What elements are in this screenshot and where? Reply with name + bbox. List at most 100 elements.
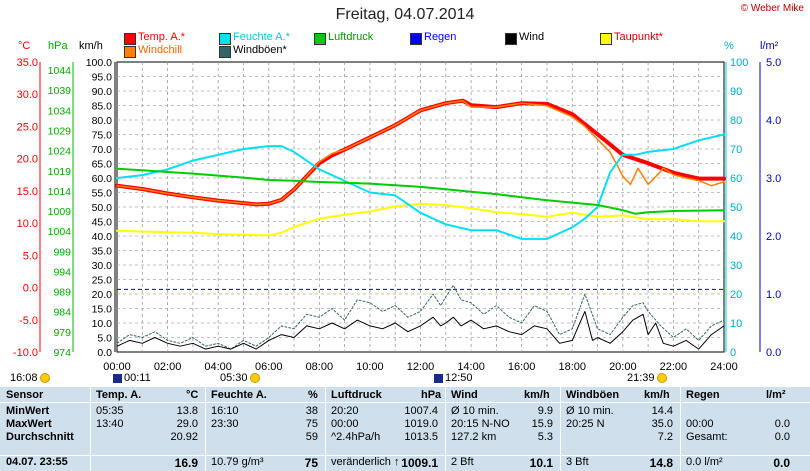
cell-feuchte-value: 38 <box>305 405 318 417</box>
cell-regen-label: 00:00 <box>686 418 714 430</box>
legend-swatch <box>219 33 231 45</box>
cell-wind-value: 9.9 <box>537 405 553 417</box>
pressure-tick-label: 1004 <box>48 226 72 238</box>
header-luftdruck: Luftdruck <box>331 389 382 401</box>
header-regen-unit: l/m² <box>766 389 786 401</box>
sun-icon <box>656 373 667 384</box>
cell-luftdruck-value: 1009.1 <box>401 456 438 470</box>
cell-temp-label: 13:40 <box>96 418 124 430</box>
pressure-tick-label: 1019 <box>48 166 72 178</box>
cell-temp-value: 29.0 <box>176 418 198 430</box>
wind-tick-label: 40.0 <box>92 231 113 243</box>
sun-event: 05:30 <box>220 372 260 384</box>
pressure-tick-label: 1029 <box>48 125 72 137</box>
legend-label: Feuchte A.* <box>233 31 290 43</box>
wind-tick-label: 30.0 <box>92 260 113 272</box>
event-time: 05:30 <box>220 372 248 384</box>
humidity-tick-label: 80 <box>730 115 742 127</box>
sun-icon <box>249 373 260 384</box>
humidity-tick-label: 100 <box>730 57 748 69</box>
humidity-unit-label: % <box>724 40 734 52</box>
temp-tick-label: 10.0 <box>17 218 38 230</box>
series-windb-en <box>116 284 725 350</box>
series-wind <box>116 310 725 350</box>
cell-feuchte-label: 16:10 <box>211 405 239 417</box>
x-tick-label: 14:00 <box>457 361 485 373</box>
x-tick-label: 24:00 <box>710 361 738 373</box>
cell-windboeen-label: Ø 10 min. <box>566 405 614 417</box>
summary-table: Sensor Temp. A. °C Feuchte A. % Luftdruc… <box>0 387 810 471</box>
event-time: 16:08 <box>10 372 38 384</box>
x-tick-label: 04:00 <box>204 361 232 373</box>
cell-luftdruck-label: 00:00 <box>331 418 359 430</box>
event-time: 12:50 <box>445 372 473 384</box>
series-feuchte-a <box>116 133 725 240</box>
humidity-tick-label: 20 <box>730 289 742 301</box>
sun-event: 21:39 <box>627 372 667 384</box>
cell-luftdruck-label: 20:20 <box>331 405 359 417</box>
wind-tick-label: 55.0 <box>92 188 113 200</box>
header-regen: Regen <box>686 389 720 401</box>
humidity-tick-label: 90 <box>730 86 742 98</box>
cell-temp-value: 13.8 <box>176 405 198 417</box>
cell-regen-value: 0.0 <box>773 456 790 470</box>
x-tick-label: 16:00 <box>508 361 536 373</box>
rain-tick-label: 5.0 <box>766 57 781 69</box>
cell-temp-label: 05:35 <box>96 405 124 417</box>
wind-tick-label: 70.0 <box>92 144 113 156</box>
cell-temp-value: 20.92 <box>170 431 198 443</box>
cell-wind-value: 10.1 <box>529 456 553 470</box>
rain-tick-label: 0.0 <box>766 347 781 359</box>
legend-label: Taupunkt* <box>614 31 663 43</box>
cell-temp-value: 16.9 <box>174 456 198 470</box>
humidity-tick-label: 0 <box>730 347 736 359</box>
cell-wind-value: 15.9 <box>531 418 553 430</box>
moon-icon <box>113 373 122 383</box>
legend-label: Regen <box>424 31 457 43</box>
header-wind: Wind <box>451 389 478 401</box>
row-label: MaxWert <box>6 418 52 430</box>
sun-event: 16:08 <box>10 372 50 384</box>
x-tick-label: 06:00 <box>255 361 283 373</box>
weather-line-chart: 35.0 30.0 25.0 20.0 15.0 10.0 5.0 0.0 -5.0 -10.0 1… <box>13 57 781 373</box>
chart-title: Freitag, 04.07.2014 <box>335 6 475 23</box>
series-windchill <box>116 99 725 206</box>
cell-windboeen-value: 35.0 <box>651 418 673 430</box>
temp-tick-label: -5.0 <box>19 315 38 327</box>
cell-wind-label: 20:15 N-NO <box>451 418 510 430</box>
humidity-tick-label: 50 <box>730 202 742 214</box>
wind-tick-label: 85.0 <box>92 101 113 113</box>
pressure-tick-label: 979 <box>53 327 71 339</box>
pressure-tick-label: 1024 <box>48 146 72 158</box>
cell-regen-label: 0.0 l/m² <box>686 456 723 468</box>
legend-swatch <box>124 46 136 58</box>
header-wind-unit: km/h <box>524 389 550 401</box>
wind-tick-label: 75.0 <box>92 130 113 142</box>
cell-luftdruck-label: veränderlich ↑ <box>331 456 400 468</box>
wind-unit-label: km/h <box>79 40 103 52</box>
wind-tick-label: 50.0 <box>92 202 113 214</box>
cell-windboeen-value: 7.2 <box>657 431 673 443</box>
wind-tick-label: 95.0 <box>92 72 113 84</box>
pressure-tick-label: 999 <box>53 246 71 258</box>
pressure-tick-label: 994 <box>53 266 71 278</box>
pressure-tick-label: 984 <box>53 307 71 319</box>
temp-tick-label: 35.0 <box>17 57 38 69</box>
legend-label: Temp. A.* <box>138 31 186 43</box>
wind-tick-label: 65.0 <box>92 159 113 171</box>
header-feuchte-unit: % <box>308 389 318 401</box>
copyright-label: © Weber Mike <box>740 3 804 14</box>
series-luftdruck <box>116 167 725 215</box>
cell-windboeen-value: 14.4 <box>651 405 673 417</box>
pressure-tick-label: 1044 <box>48 65 72 77</box>
cell-feuchte-value: 75 <box>305 418 318 430</box>
cell-luftdruck-value: 1019.0 <box>404 418 438 430</box>
temp-tick-label: 25.0 <box>17 121 38 133</box>
temp-tick-label: 0.0 <box>23 283 38 295</box>
cell-luftdruck-value: 1013.5 <box>404 431 438 443</box>
cell-wind-value: 5.3 <box>537 431 553 443</box>
cell-luftdruck-label: ^2.4hPa/h <box>331 431 381 443</box>
row-label: Durchschnitt <box>6 431 74 443</box>
cell-regen-value: 0.0 <box>774 418 790 430</box>
pressure-tick-label: 1034 <box>48 105 72 117</box>
